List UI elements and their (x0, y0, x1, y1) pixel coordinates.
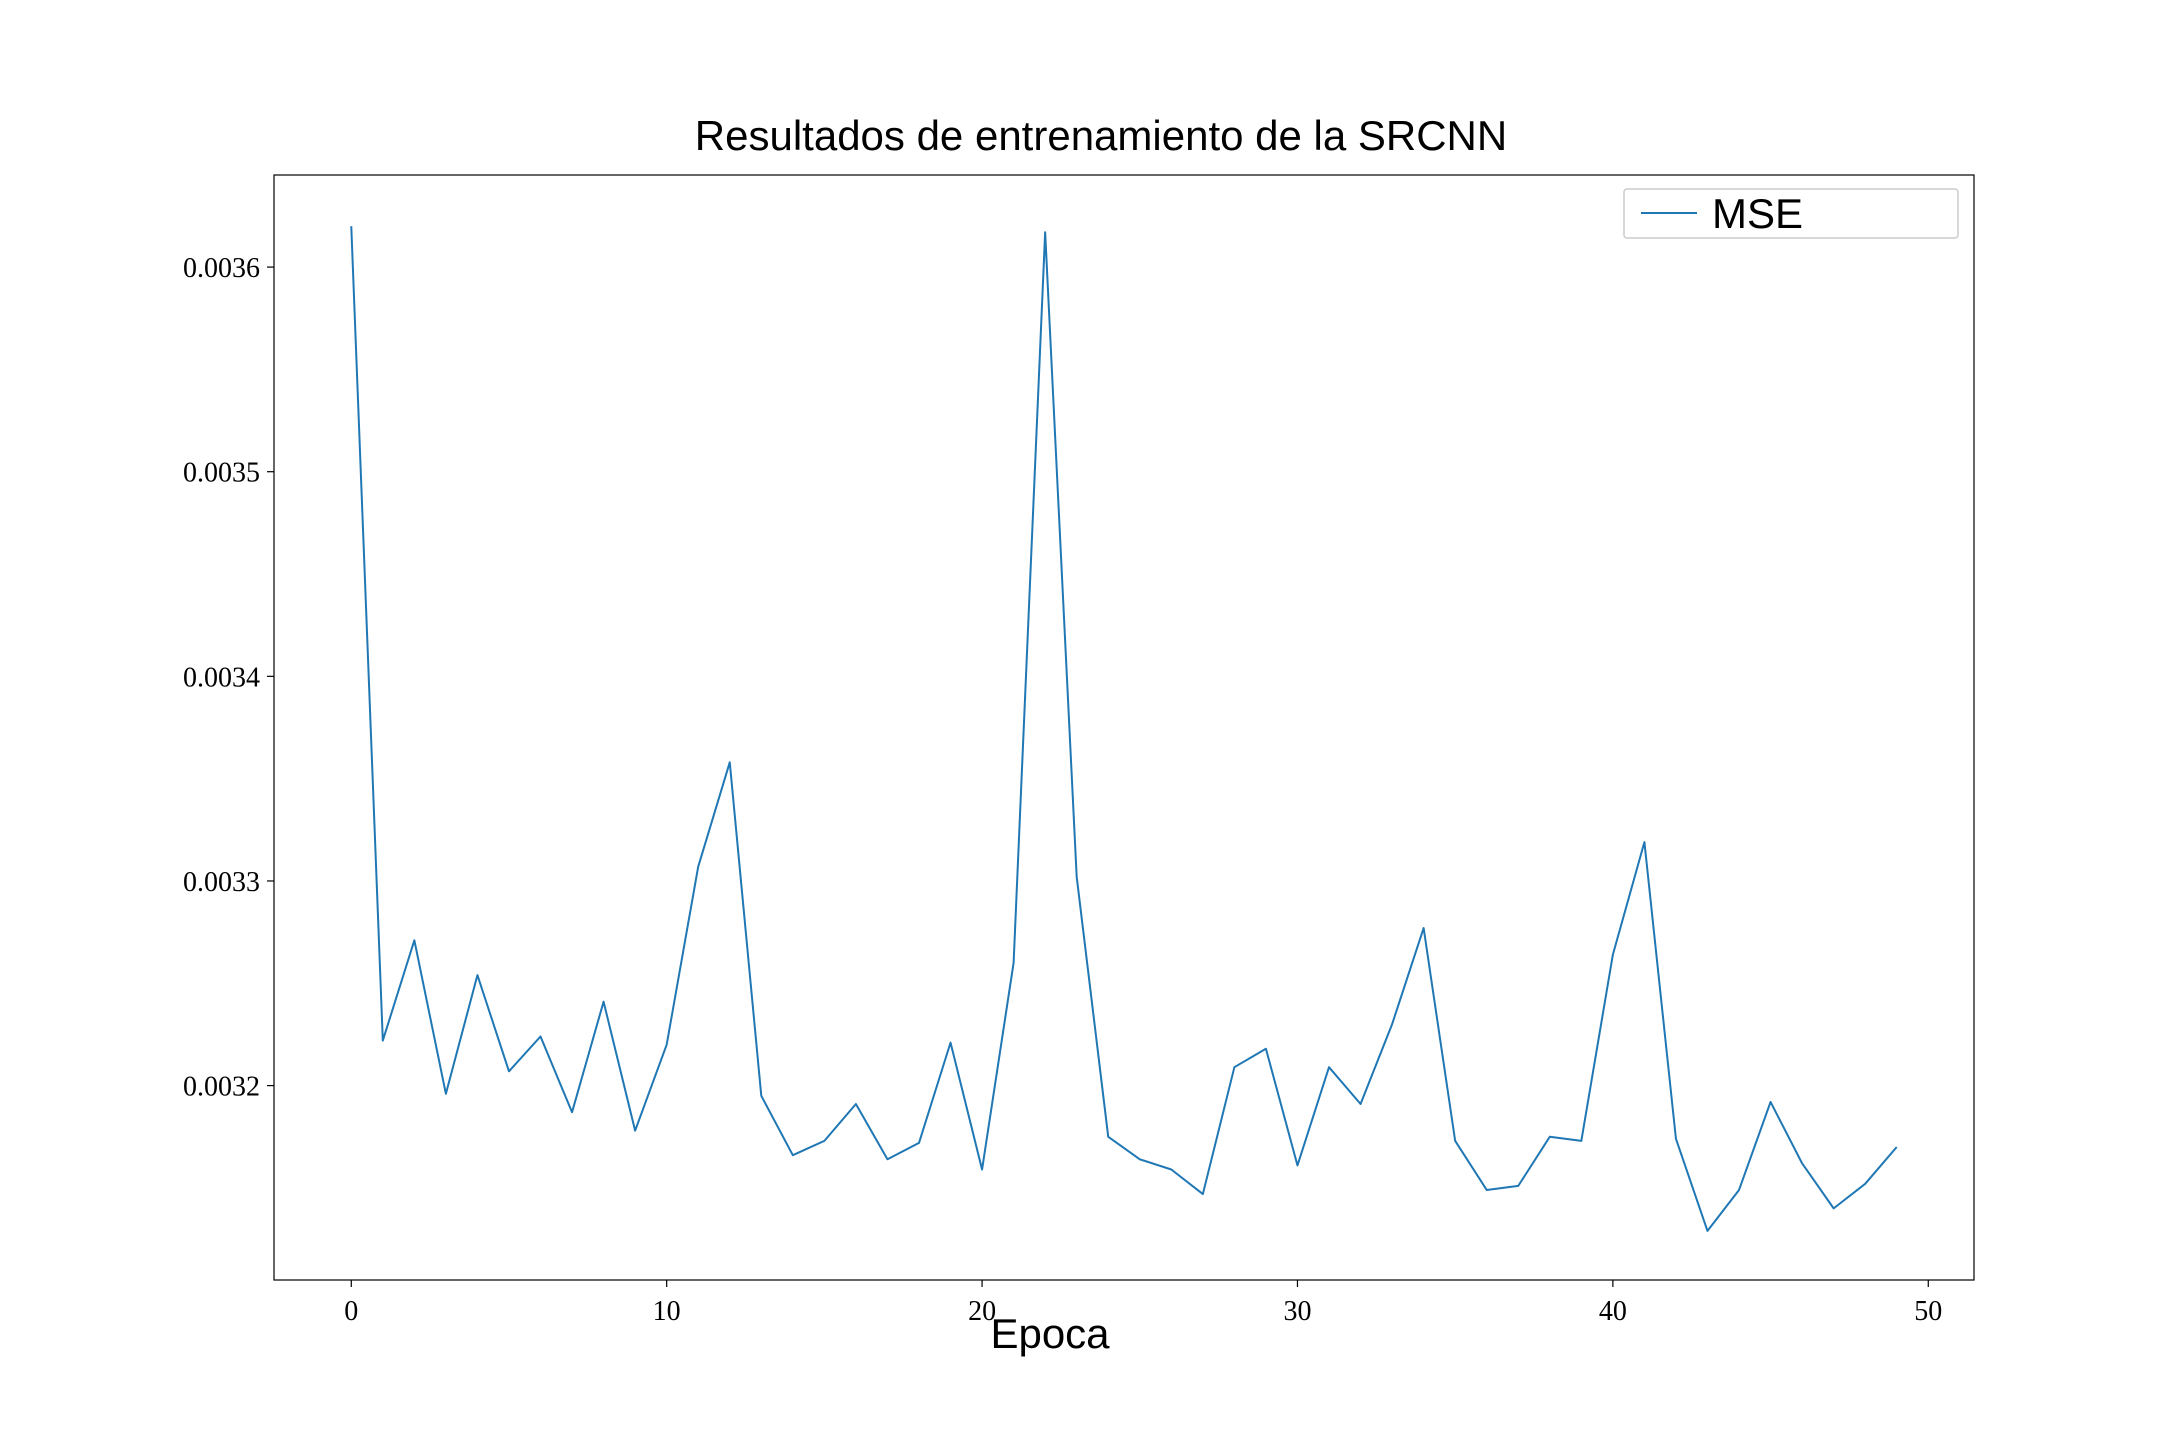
legend: MSE (1623, 188, 1959, 239)
plot-area: 0 10 20 30 40 50 0.0032 0.0033 0.0034 0.0035 0.003… (183, 174, 1975, 1327)
y-tick-label: 0.0036 (183, 253, 260, 284)
chart-title: Resultados de entrenamiento de la SRCNN (695, 112, 1507, 159)
x-tick-label: 40 (1599, 1296, 1627, 1327)
y-tick-label: 0.0035 (183, 458, 260, 489)
x-axis-label: Epoca (990, 1310, 1110, 1357)
x-tick-label: 50 (1914, 1296, 1942, 1327)
legend-label-mse: MSE (1712, 190, 1803, 237)
x-tick-label: 10 (653, 1296, 681, 1327)
series-line-mse (350, 226, 1898, 1232)
y-tick-label: 0.0033 (183, 867, 260, 898)
plot-frame (273, 174, 1975, 1281)
legend-box (1623, 188, 1959, 239)
y-tick-label: 0.0034 (183, 662, 260, 693)
y-tick-label: 0.0032 (183, 1072, 260, 1103)
x-tick-label: 30 (1283, 1296, 1311, 1327)
x-tick-label: 0 (344, 1296, 358, 1327)
x-tick-label: 20 (968, 1296, 996, 1327)
